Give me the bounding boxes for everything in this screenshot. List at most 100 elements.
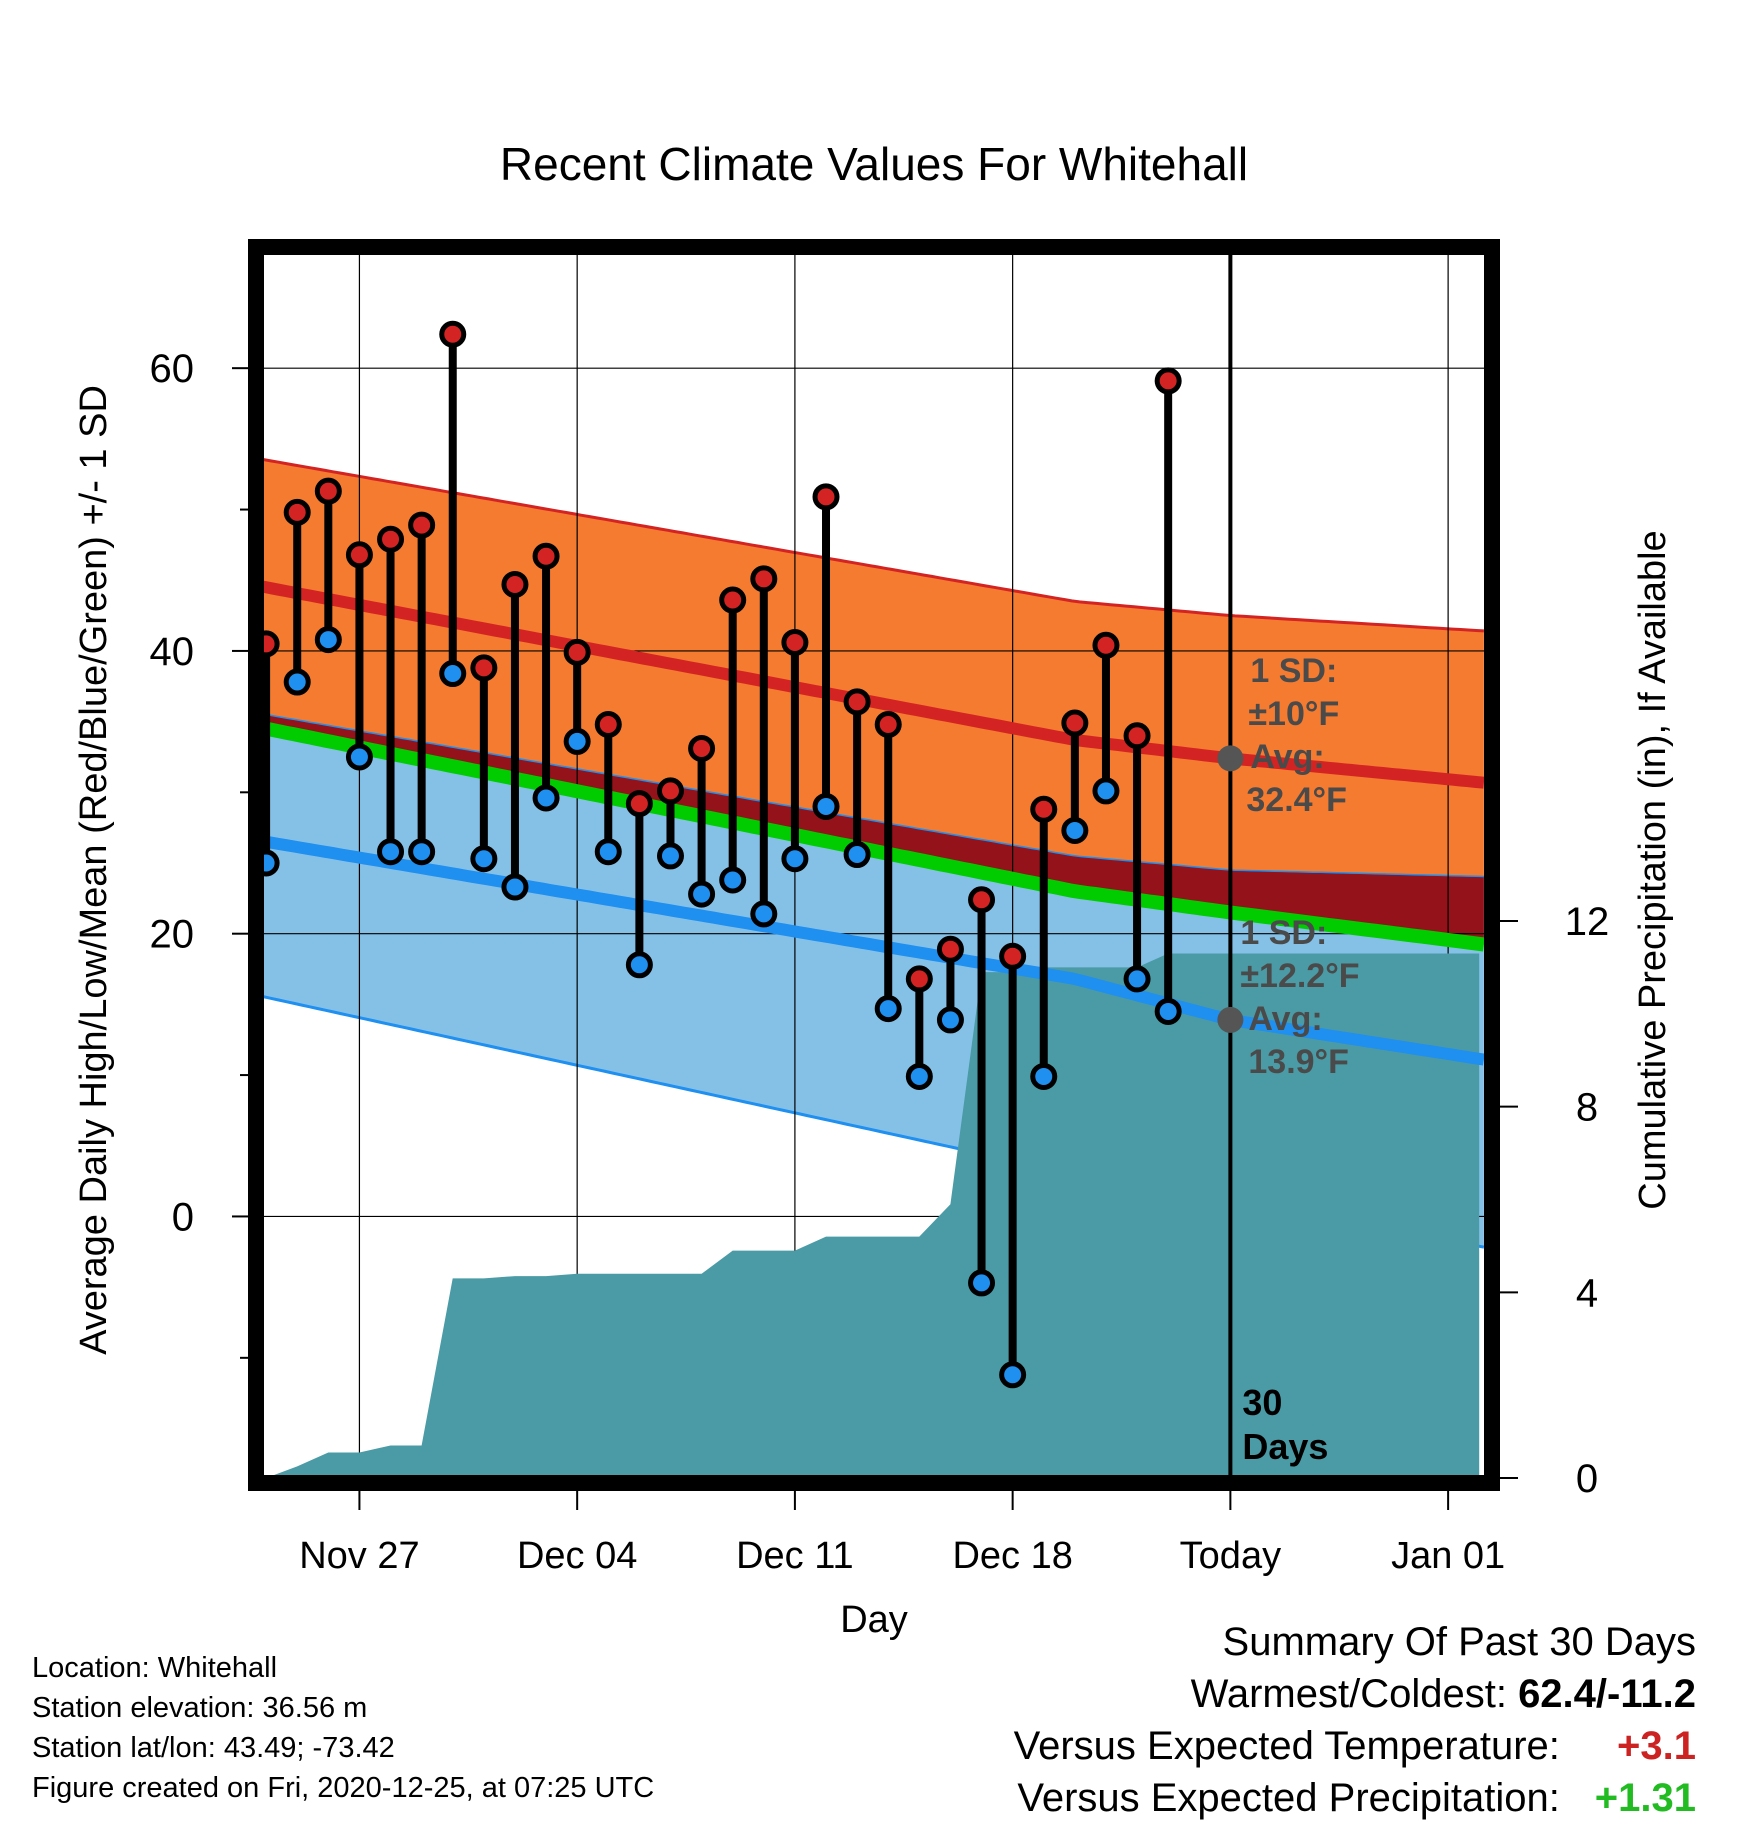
y-right-tick-label-12: 12 <box>1565 900 1610 944</box>
y-left-tick-label-40: 40 <box>150 630 195 674</box>
daily-high-point <box>439 320 467 348</box>
location-text: Location: Whitehall <box>32 1652 278 1684</box>
daily-low-point <box>968 1269 996 1297</box>
low-annotation-line-3: 13.9°F <box>1248 1043 1349 1081</box>
daily-high-point <box>656 777 684 805</box>
daily-high-point <box>874 710 902 738</box>
daily-obs-26 <box>1061 709 1089 844</box>
daily-obs-5 <box>408 511 436 866</box>
daily-low-point <box>999 1361 1027 1389</box>
daily-obs-9 <box>532 542 560 812</box>
high-plus-sd-edge <box>263 458 1484 633</box>
daily-obs-28 <box>1123 722 1151 993</box>
daily-obs-13 <box>656 777 684 870</box>
summary-heading: Summary Of Past 30 Days <box>1222 1620 1696 1664</box>
x-tick-label-3: Nov 27 <box>299 1535 419 1577</box>
precipitation-area <box>266 953 1480 1478</box>
daily-obs-20 <box>874 710 902 1023</box>
daily-obs-18 <box>812 483 840 820</box>
y-left-tick-label-0: 0 <box>172 1195 194 1239</box>
daily-low-point <box>377 838 405 866</box>
x-tick-label-24: Dec 18 <box>952 1535 1072 1577</box>
daily-high-point <box>408 511 436 539</box>
daily-high-point <box>625 790 653 818</box>
daily-high-point <box>1092 631 1120 659</box>
warmest-coldest-value: 62.4/-11.2 <box>1518 1672 1696 1716</box>
daily-obs-8 <box>501 570 529 901</box>
daily-obs-27 <box>1092 631 1120 805</box>
daily-low-point <box>594 838 622 866</box>
summary-temperature: Versus Expected Temperature: +3.1 <box>1014 1720 1696 1772</box>
daily-obs-6 <box>439 320 467 688</box>
daily-low-point <box>1030 1062 1058 1090</box>
daily-obs-17 <box>781 628 809 873</box>
daily-obs-19 <box>843 688 871 869</box>
daily-high-point <box>1061 709 1089 737</box>
daily-low-point <box>1061 816 1089 844</box>
daily-high-point <box>377 525 405 553</box>
daily-high-point <box>812 483 840 511</box>
y-left-tick-label-20: 20 <box>150 913 195 957</box>
daily-low-point <box>874 995 902 1023</box>
axes: Nov 27 Dec 04 Dec 11 Dec 18 Today Jan 0102040… <box>150 347 1610 1577</box>
normal-high-today-dot <box>1217 745 1244 772</box>
daily-high-point <box>314 477 342 505</box>
daily-low-point <box>501 873 529 901</box>
daily-low-point <box>688 880 716 908</box>
daily-obs-16 <box>750 565 778 928</box>
station-info: Location: Whitehall Station elevation: 3… <box>32 1648 654 1808</box>
daily-high-point <box>1154 367 1182 395</box>
low-plus-sd-edge <box>263 713 1484 878</box>
daily-high-point <box>532 542 560 570</box>
daily-obs-29 <box>1154 367 1182 1025</box>
normal-low-line <box>263 835 1485 1066</box>
daily-low-point <box>314 626 342 654</box>
x-tick-label-10: Dec 04 <box>517 1535 637 1577</box>
daily-low-point <box>1154 997 1182 1025</box>
plot-frame <box>248 239 1500 1491</box>
daily-low-point <box>656 842 684 870</box>
y-right-tick-label-0: 0 <box>1576 1457 1598 1501</box>
daily-low-point <box>532 784 560 812</box>
daily-high-point <box>501 570 529 598</box>
daily-obs-25 <box>1030 795 1058 1090</box>
normal-low-today-dot <box>1217 1006 1244 1033</box>
daily-obs-3 <box>345 541 373 771</box>
daily-low-point <box>408 838 436 866</box>
daily-high-point <box>1123 722 1151 750</box>
daily-high-point <box>968 886 996 914</box>
summary-panel: Summary Of Past 30 Days Warmest/Coldest:… <box>1014 1616 1696 1824</box>
low-annotation-line-1: ±12.2°F <box>1240 957 1359 995</box>
daily-obs-2 <box>314 477 342 654</box>
y-axis-right-label: Cumulative Precipitation (in), If Availa… <box>1632 530 1674 1209</box>
daily-high-point <box>750 565 778 593</box>
precip-cumulative-area <box>266 953 1480 1478</box>
daily-low-point <box>812 792 840 820</box>
y-left-tick-label-60: 60 <box>150 347 195 391</box>
daily-low-point <box>470 845 498 873</box>
normal-annotations: 1 SD: ±10°F Avg: 32.4°F 1 SD: ±12.2°F Avg: 13.9… <box>1217 652 1360 1081</box>
daily-obs-14 <box>688 734 716 908</box>
temperature-label: Versus Expected Temperature: <box>1013 1724 1560 1768</box>
high-annotation-line-1: ±10°F <box>1248 695 1339 733</box>
normal-lines <box>263 580 1485 1066</box>
daily-high-point <box>999 942 1027 970</box>
daily-obs-24 <box>999 942 1027 1389</box>
daily-obs-11 <box>594 710 622 866</box>
high-annotation-line-3: 32.4°F <box>1246 781 1347 819</box>
daily-obs-21 <box>905 965 933 1090</box>
warmest-coldest-label: Warmest/Coldest: <box>1190 1672 1507 1716</box>
daily-obs-1 <box>283 498 311 696</box>
daily-low-point <box>781 845 809 873</box>
high-annotation-line-2: Avg: <box>1250 738 1324 776</box>
daily-high-point <box>719 586 747 614</box>
daily-low-point <box>563 727 591 755</box>
daily-low-point <box>750 900 778 928</box>
daily-low-point <box>905 1062 933 1090</box>
daily-observations <box>252 320 1182 1389</box>
x-axis-label: Day <box>840 1599 908 1641</box>
daily-obs-22 <box>936 935 964 1034</box>
daily-low-point <box>936 1006 964 1034</box>
high-annotation-line-0: 1 SD: <box>1250 652 1337 690</box>
